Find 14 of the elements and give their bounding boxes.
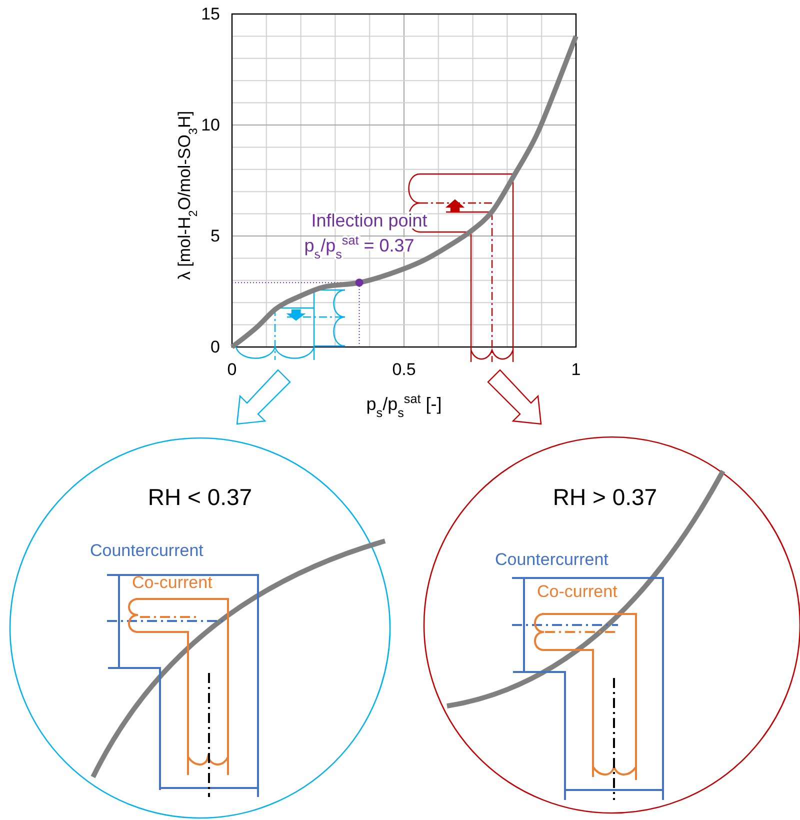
- x-axis-title: p$_{s}$/p$_{s}$$^{sat}$ [-]: [366, 392, 442, 420]
- y-tick-label: 0: [210, 337, 220, 356]
- x-tick-label: 0: [227, 360, 237, 380]
- text: Countercurrent: [495, 550, 609, 569]
- y-tick-label: 15: [201, 4, 220, 24]
- text: Co-current: [537, 582, 618, 601]
- text: Countercurrent: [90, 541, 204, 560]
- x-tick-label: 1: [571, 360, 581, 380]
- text: RH < 0.37: [148, 484, 252, 510]
- y-tick-label: 5: [210, 226, 220, 246]
- y-tick-label: 10: [201, 115, 220, 134]
- text: RH > 0.37: [552, 484, 658, 510]
- x-tick-label: 0.5: [392, 360, 416, 380]
- text: Co-current: [132, 573, 213, 592]
